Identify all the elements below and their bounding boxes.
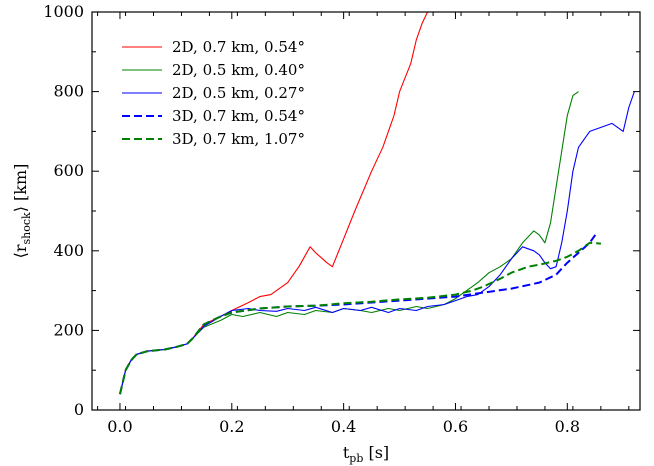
y-tick-label: 800 bbox=[53, 82, 84, 101]
y-tick-label: 400 bbox=[53, 241, 84, 260]
x-axis-label: tpb [s] bbox=[343, 443, 389, 465]
series-line-5 bbox=[119, 241, 601, 395]
y-axis-label: ⟨rshock⟩ [km] bbox=[11, 164, 33, 259]
ticks-layer: 0.0 0.2 0.4 0.6 0.8 0 200 400 600 800 1000 bbox=[43, 2, 640, 436]
y-tick-label: 200 bbox=[53, 320, 84, 339]
x-tick-label: 0.8 bbox=[555, 417, 580, 436]
x-tick-label: 0.2 bbox=[219, 417, 244, 436]
legend-label-5: 3D, 0.7 km, 1.07° bbox=[172, 130, 305, 148]
y-tick-label: 0 bbox=[74, 400, 84, 419]
series-layer bbox=[119, 12, 635, 395]
legend-label-2: 2D, 0.5 km, 0.40° bbox=[172, 61, 305, 79]
y-tick-label: 1000 bbox=[43, 2, 84, 21]
axis-labels: tpb [s] ⟨rshock⟩ [km] bbox=[11, 164, 389, 465]
legend-label-4: 3D, 0.7 km, 0.54° bbox=[172, 107, 305, 125]
x-tick-label: 0.0 bbox=[107, 417, 132, 436]
series-line-4 bbox=[119, 234, 597, 395]
x-tick-label: 0.4 bbox=[331, 417, 356, 436]
legend: 2D, 0.7 km, 0.54° 2D, 0.5 km, 0.40° 2D, 0.… bbox=[122, 38, 305, 148]
y-tick-label: 600 bbox=[53, 161, 84, 180]
legend-label-1: 2D, 0.7 km, 0.54° bbox=[172, 38, 305, 56]
x-tick-label: 0.6 bbox=[443, 417, 468, 436]
legend-label-3: 2D, 0.5 km, 0.27° bbox=[172, 84, 305, 102]
